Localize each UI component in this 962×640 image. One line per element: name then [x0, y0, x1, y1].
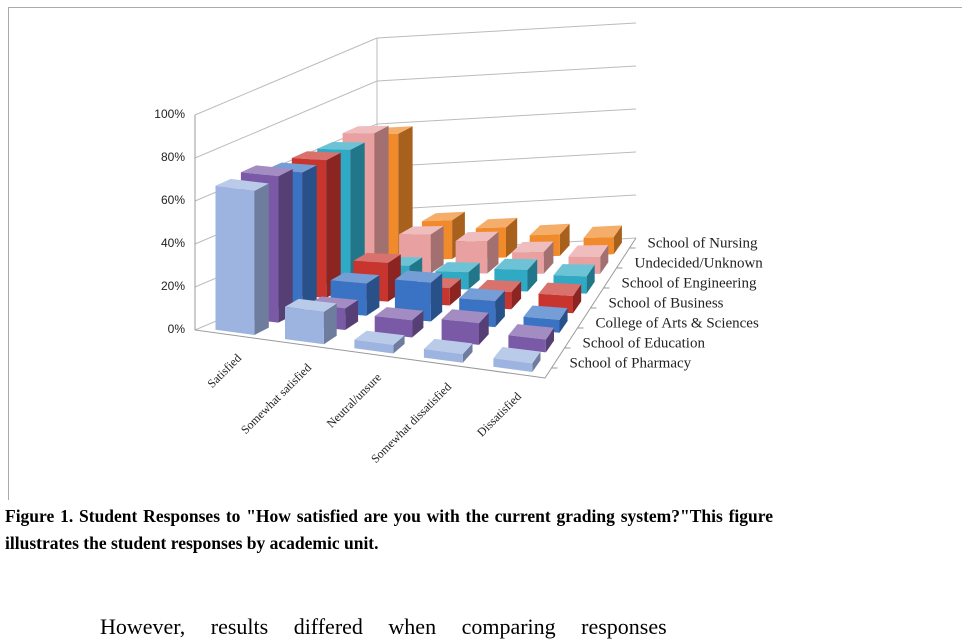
bar-side	[302, 165, 316, 310]
bar	[216, 186, 255, 335]
series-label: Undecided/Unknown	[635, 255, 764, 271]
series-label: College of Arts & Sciences	[596, 315, 759, 331]
y-tick-label: 60%	[161, 193, 185, 207]
bar-side	[278, 169, 292, 323]
x-tick-label: Neutral/unsure	[324, 370, 384, 430]
grid-line	[195, 23, 636, 115]
x-tick-label: Dissatisfied	[474, 389, 524, 439]
figure-caption: Figure 1. Student Responses to "How sati…	[5, 503, 773, 557]
y-tick-label: 0%	[168, 322, 186, 336]
series-label: School of Nursing	[648, 235, 758, 251]
x-tick-label: Somewhat dissatisfied	[368, 380, 454, 466]
y-tick-label: 40%	[161, 236, 185, 250]
series-label: School of Business	[609, 295, 724, 311]
series-label: School of Education	[583, 335, 706, 351]
bar-side	[254, 184, 268, 336]
grid-line	[195, 66, 636, 158]
body-text: However, results differed when comparing…	[100, 614, 667, 640]
y-tick-label: 80%	[161, 150, 185, 164]
bar	[285, 307, 324, 344]
bar-side	[374, 126, 388, 273]
y-tick-label: 100%	[154, 107, 185, 121]
series-label: School of Engineering	[622, 275, 757, 291]
series-label: School of Pharmacy	[570, 355, 692, 371]
y-tick-label: 20%	[161, 279, 185, 293]
x-tick-label: Satisfied	[204, 351, 244, 391]
x-tick-label: Somewhat satisfied	[238, 361, 314, 437]
